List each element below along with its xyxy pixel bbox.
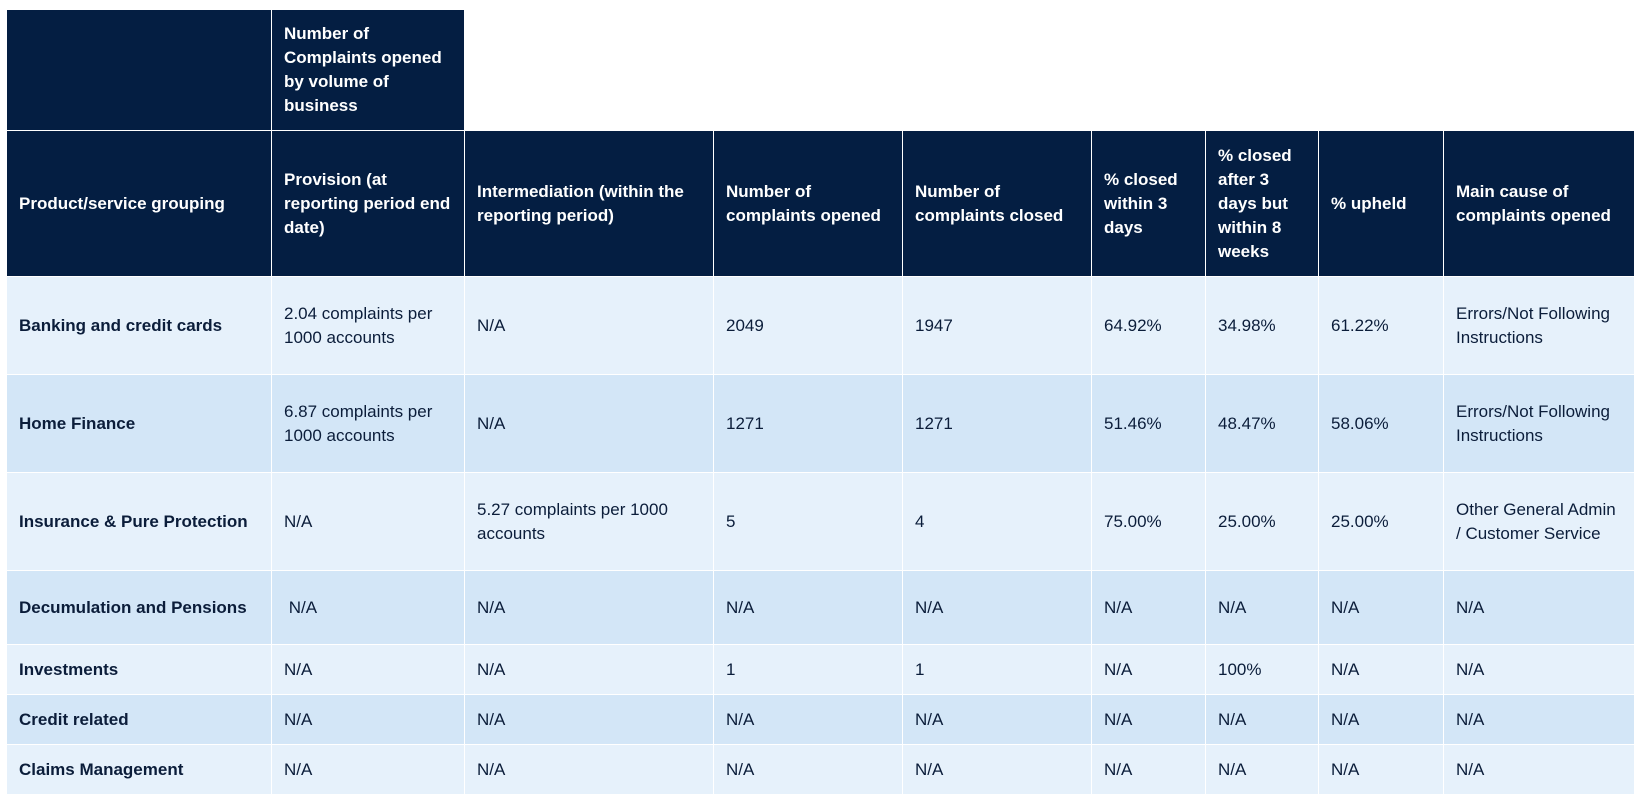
table-cell: N/A <box>1318 694 1444 745</box>
table-cell: N/A <box>464 644 714 695</box>
table-cell: 1 <box>713 644 903 695</box>
table-row: Credit related N/A N/A N/A N/A N/A N/A N… <box>6 694 1635 745</box>
row-label: Decumulation and Pensions <box>6 570 272 645</box>
table-cell: Errors/Not Following Instructions <box>1443 276 1635 375</box>
table-cell: N/A <box>1443 744 1635 795</box>
table-cell: N/A <box>1091 694 1206 745</box>
table-cell: 2049 <box>713 276 903 375</box>
col-header-main-cause: Main cause of complaints opened <box>1443 130 1635 277</box>
table-cell: N/A <box>271 694 465 745</box>
table-cell: N/A <box>902 744 1092 795</box>
table-cell: 64.92% <box>1091 276 1206 375</box>
table-cell: 25.00% <box>1205 472 1319 571</box>
table-cell: 58.06% <box>1318 374 1444 473</box>
table-cell: N/A <box>464 276 714 375</box>
table-cell: Other General Admin / Customer Service <box>1443 472 1635 571</box>
col-header-upheld: % upheld <box>1318 130 1444 277</box>
row-label: Insurance & Pure Protection <box>6 472 272 571</box>
table-cell: N/A <box>1091 570 1206 645</box>
table-row: Investments N/A N/A 1 1 N/A 100% N/A N/A <box>6 644 1635 695</box>
col-header-provision: Provision (at reporting period end date) <box>271 130 465 277</box>
table-cell: 6.87 complaints per 1000 accounts <box>271 374 465 473</box>
row-label: Banking and credit cards <box>6 276 272 375</box>
table-cell: 1 <box>902 644 1092 695</box>
table-cell: 2.04 complaints per 1000 accounts <box>271 276 465 375</box>
super-header: Number of Complaints opened by volume of… <box>271 9 465 131</box>
table-cell: N/A <box>1091 744 1206 795</box>
table-cell: 5 <box>713 472 903 571</box>
table-cell: N/A <box>1318 744 1444 795</box>
table-cell: N/A <box>271 570 465 645</box>
table-cell: N/A <box>1205 570 1319 645</box>
table-cell: N/A <box>1443 694 1635 745</box>
table-cell: 1271 <box>902 374 1092 473</box>
table-cell: 75.00% <box>1091 472 1206 571</box>
table-cell: N/A <box>464 694 714 745</box>
table-cell: 51.46% <box>1091 374 1206 473</box>
col-header-intermediation: Intermediation (within the reporting per… <box>464 130 714 277</box>
table-cell: Errors/Not Following Instructions <box>1443 374 1635 473</box>
header-blank-area <box>464 9 1635 131</box>
table-cell: 5.27 complaints per 1000 accounts <box>464 472 714 571</box>
table-cell: N/A <box>1205 744 1319 795</box>
row-label: Investments <box>6 644 272 695</box>
table-cell: N/A <box>1443 644 1635 695</box>
table-row: Claims Management N/A N/A N/A N/A N/A N/… <box>6 744 1635 795</box>
corner-header-cell <box>6 9 272 131</box>
table-cell: 1947 <box>902 276 1092 375</box>
table-cell: 4 <box>902 472 1092 571</box>
table-row: Decumulation and Pensions N/A N/A N/A N/… <box>6 570 1635 645</box>
table-row: Home Finance 6.87 complaints per 1000 ac… <box>6 374 1635 473</box>
table-cell: N/A <box>1443 570 1635 645</box>
table-cell: N/A <box>902 694 1092 745</box>
table-row: Banking and credit cards 2.04 complaints… <box>6 276 1635 375</box>
table-cell: N/A <box>1205 694 1319 745</box>
table-cell: N/A <box>713 694 903 745</box>
table-cell: N/A <box>271 472 465 571</box>
table-cell: 34.98% <box>1205 276 1319 375</box>
table-cell: N/A <box>713 744 903 795</box>
row-label: Claims Management <box>6 744 272 795</box>
table-cell: 61.22% <box>1318 276 1444 375</box>
table-cell: N/A <box>902 570 1092 645</box>
table-cell: N/A <box>1091 644 1206 695</box>
table-cell: N/A <box>271 644 465 695</box>
table-cell: N/A <box>271 744 465 795</box>
complaints-table: Number of Complaints opened by volume of… <box>6 9 1635 795</box>
table-cell: 1271 <box>713 374 903 473</box>
table-cell: 48.47% <box>1205 374 1319 473</box>
col-header-closed: Number of complaints closed <box>902 130 1092 277</box>
table-cell: N/A <box>1318 570 1444 645</box>
table-cell: N/A <box>1318 644 1444 695</box>
col-header-opened: Number of complaints opened <box>713 130 903 277</box>
table-cell: N/A <box>713 570 903 645</box>
col-header-closed-3-days: % closed within 3 days <box>1091 130 1206 277</box>
table-cell: 100% <box>1205 644 1319 695</box>
table-cell: N/A <box>464 744 714 795</box>
table-cell: 25.00% <box>1318 472 1444 571</box>
table-cell: N/A <box>464 570 714 645</box>
col-header-closed-8-weeks: % closed after 3 days but within 8 weeks <box>1205 130 1319 277</box>
row-label: Home Finance <box>6 374 272 473</box>
table-cell: N/A <box>464 374 714 473</box>
complaints-table-container: Number of Complaints opened by volume of… <box>6 9 1635 795</box>
row-label: Credit related <box>6 694 272 745</box>
col-header-product: Product/service grouping <box>6 130 272 277</box>
table-row: Insurance & Pure Protection N/A 5.27 com… <box>6 472 1635 571</box>
